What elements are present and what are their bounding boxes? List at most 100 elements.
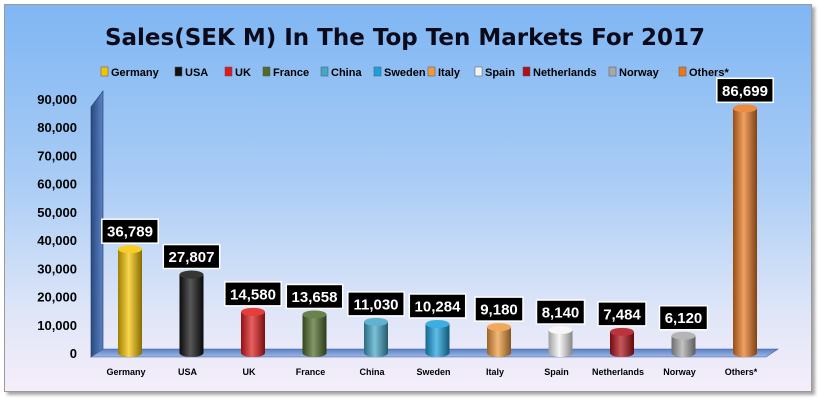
legend-item-france: France: [262, 66, 309, 79]
bar-top-sweden: [425, 319, 450, 328]
bar-top-usa: [179, 270, 204, 279]
bar-body-italy: [487, 327, 511, 357]
legend-label-spain: Spain: [485, 67, 515, 79]
data-label-box-others: [716, 77, 774, 104]
bar-germany: [118, 245, 142, 357]
legend-swatch-china: [320, 66, 329, 77]
data-label-text-netherlands: 7,484: [603, 306, 641, 323]
bar-top-netherlands: [610, 327, 634, 336]
x-tick-label-sweden: Sweden: [416, 367, 450, 377]
bar-sweden: [425, 319, 450, 357]
legend-swatch-usa: [174, 66, 183, 77]
bar-others: [733, 104, 757, 357]
bar-body-germany: [118, 249, 142, 357]
y-tick-label-9: 90,000: [37, 92, 77, 107]
bar-body-norway: [671, 335, 696, 357]
legend-label-norway: Norway: [619, 67, 660, 79]
legend-label-sweden: Sweden: [384, 67, 426, 79]
bar-top-italy: [487, 323, 511, 332]
data-label-box-norway: [658, 304, 709, 331]
bar-top-norway: [671, 331, 696, 340]
data-label-text-china: 11,030: [353, 296, 398, 313]
data-label-others: 86,699: [716, 77, 774, 104]
bar-norway: [671, 331, 696, 357]
data-label-text-france: 13,658: [292, 289, 338, 306]
legend-item-germany: Germany: [100, 66, 160, 79]
bar-top-france: [302, 310, 327, 319]
data-label-box-sweden: [408, 293, 467, 319]
data-label-text-uk: 14,580: [230, 286, 276, 303]
legend-item-sweden: Sweden: [373, 66, 426, 79]
legend-swatch-france: [262, 66, 271, 77]
bar-spain: [548, 326, 573, 357]
data-label-box-netherlands: [597, 301, 647, 327]
bar-france: [302, 310, 327, 357]
x-tick-label-italy: Italy: [486, 367, 504, 377]
legend-label-china: China: [331, 67, 362, 79]
bar-body-others: [733, 108, 757, 357]
bar-usa: [179, 270, 204, 357]
y-tick-label-7: 70,000: [37, 148, 77, 163]
bar-uk: [241, 307, 265, 357]
bar-netherlands: [610, 327, 634, 357]
legend-item-usa: USA: [174, 66, 208, 79]
chart-frame: Sales(SEK M) In The Top Ten Markets For …: [4, 4, 812, 392]
x-tick-label-france: France: [296, 367, 326, 377]
data-label-box-france: [285, 283, 344, 310]
y-tick-label-2: 20,000: [37, 290, 77, 305]
legend-label-germany: Germany: [111, 67, 160, 79]
x-axis-ticks: Germany USA UK France China Sweden Italy Spain N…: [106, 367, 757, 377]
legend-item-norway: Norway: [608, 66, 660, 79]
data-label-text-others: 86,699: [722, 83, 768, 100]
data-label-text-norway: 6,120: [665, 310, 703, 327]
bar-body-spain: [548, 330, 573, 357]
data-label-box-china: [347, 291, 405, 317]
y-tick-label-3: 30,000: [37, 261, 77, 276]
data-label-text-italy: 9,180: [480, 302, 518, 319]
legend-label-italy: Italy: [438, 67, 461, 79]
data-label-netherlands: 7,484: [597, 301, 647, 327]
data-label-box-uk: [224, 281, 282, 307]
legend-item-china: China: [320, 66, 362, 79]
data-label-usa: 27,807: [162, 243, 221, 270]
y-tick-label-0: 0: [70, 346, 77, 361]
bar-top-spain: [548, 326, 573, 335]
data-label-italy: 9,180: [474, 296, 524, 322]
bar-body-usa: [179, 274, 204, 357]
data-label-text-germany: 36,789: [107, 224, 153, 241]
data-label-spain: 8,140: [535, 299, 586, 325]
data-label-uk: 14,580: [224, 281, 282, 307]
legend-swatch-uk: [224, 66, 233, 77]
data-label-box-italy: [474, 296, 524, 322]
data-label-china: 11,030: [347, 291, 405, 317]
bar-china: [364, 317, 388, 357]
x-tick-label-norway: Norway: [663, 367, 696, 377]
data-label-sweden: 10,284: [408, 293, 467, 319]
data-label-text-usa: 27,807: [169, 249, 215, 266]
bar-italy: [487, 323, 511, 357]
bar-body-uk: [241, 311, 265, 357]
data-label-box-germany: [101, 218, 159, 244]
bar-body-china: [364, 321, 388, 357]
x-tick-label-netherlands: Netherlands: [592, 367, 644, 377]
data-label-box-spain: [535, 299, 586, 325]
data-label-text-sweden: 10,284: [415, 298, 462, 315]
legend-item-uk: UK: [224, 66, 251, 79]
y-tick-label-1: 10,000: [37, 318, 77, 333]
legend-swatch-sweden: [373, 66, 382, 77]
x-tick-label-uk: UK: [243, 367, 256, 377]
y-tick-label-6: 60,000: [37, 177, 77, 192]
legend-swatch-others: [678, 66, 687, 77]
legend-swatch-germany: [100, 66, 109, 77]
data-label-france: 13,658: [285, 283, 344, 310]
bar-top-uk: [241, 307, 265, 316]
legend: Germany USA UK France China Sweden Italy Spain N…: [100, 66, 729, 79]
data-label-norway: 6,120: [658, 304, 709, 331]
legend-swatch-norway: [608, 66, 617, 77]
x-tick-label-china: China: [359, 367, 385, 377]
legend-item-others: Others*: [678, 66, 729, 79]
legend-item-spain: Spain: [474, 66, 515, 79]
legend-label-others: Others*: [689, 67, 729, 79]
bar-chart: Sales(SEK M) In The Top Ten Markets For …: [37, 25, 779, 377]
bar-body-netherlands: [610, 331, 634, 357]
